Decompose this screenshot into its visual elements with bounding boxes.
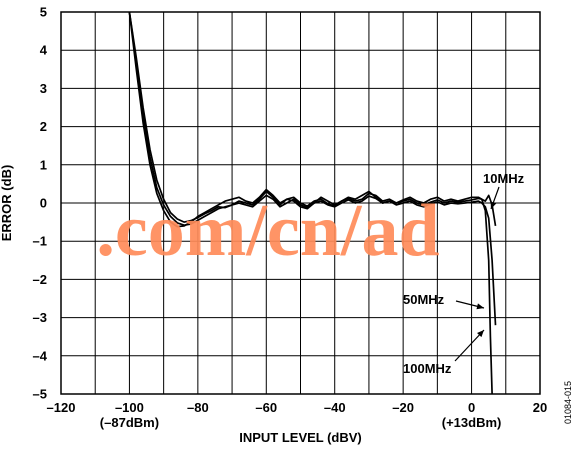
x-tick-label: –60 bbox=[255, 400, 277, 415]
watermark-layer: .com/cn/ad bbox=[96, 190, 439, 272]
series-line-50mhz bbox=[128, 11, 497, 326]
annotation-label-100mhz: 100MHz bbox=[403, 361, 452, 376]
x-axis-title: INPUT LEVEL (dBV) bbox=[239, 430, 362, 445]
y-tick-label: –1 bbox=[33, 234, 47, 249]
annotation-leader-100mhz bbox=[454, 329, 485, 362]
x-sub-label: (+13dBm) bbox=[442, 415, 502, 430]
x-tick-label: –100 bbox=[115, 400, 144, 415]
x-tick-label: –40 bbox=[324, 400, 346, 415]
x-tick-label: 0 bbox=[468, 400, 475, 415]
annotation-arrowhead-50mhz bbox=[476, 303, 484, 310]
y-axis-title: ERROR (dB) bbox=[0, 165, 14, 242]
x-tick-label: –80 bbox=[187, 400, 209, 415]
y-tick-label: 3 bbox=[40, 81, 47, 96]
annotation-arrowhead-10mhz bbox=[490, 201, 497, 209]
y-tick-label: –5 bbox=[33, 387, 47, 402]
watermark-text: .com/cn/ad bbox=[96, 190, 439, 272]
y-tick-label: –3 bbox=[33, 310, 47, 325]
y-tick-label: 2 bbox=[40, 119, 47, 134]
y-tick-label: 0 bbox=[40, 196, 47, 211]
y-tick-label: –4 bbox=[33, 348, 48, 363]
y-tick-label: 5 bbox=[40, 5, 47, 20]
x-tick-label: –20 bbox=[392, 400, 414, 415]
axes-layer bbox=[60, 11, 541, 395]
annotation-label-50mhz: 50MHz bbox=[403, 292, 445, 307]
figure-id: 01084-015 bbox=[563, 381, 573, 424]
y-tick-label: 1 bbox=[40, 157, 47, 172]
annotation-label-10mhz: 10MHz bbox=[483, 171, 525, 186]
series-line-100mhz bbox=[128, 11, 493, 395]
x-tick-label: –120 bbox=[47, 400, 76, 415]
plot-frame bbox=[60, 11, 541, 395]
label-layer: 5 4 3 2 1 0 –1 –2 –3 –4 –5–120 –100 –80 –60 –40 –20 0 20 (… bbox=[0, 5, 573, 446]
x-sub-label: (–87dBm) bbox=[100, 415, 159, 430]
annotation-arrowhead-100mhz bbox=[477, 330, 484, 338]
y-tick-label: 4 bbox=[40, 43, 48, 58]
x-tick-label: 20 bbox=[533, 400, 547, 415]
y-tick-label: –2 bbox=[33, 272, 47, 287]
series-layer bbox=[128, 11, 497, 395]
